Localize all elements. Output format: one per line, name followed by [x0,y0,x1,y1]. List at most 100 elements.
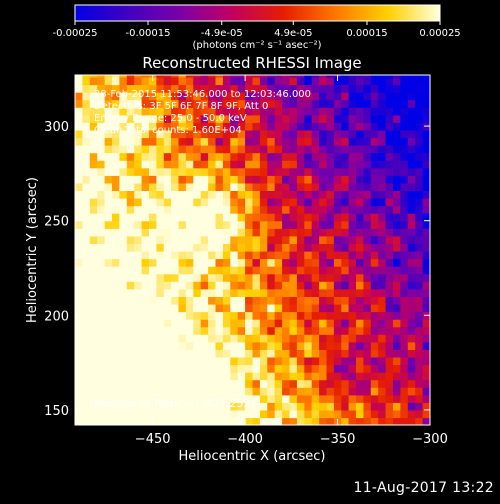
heatmap-cell [422,356,430,366]
heatmap-cell [185,364,194,373]
heatmap-cell [274,235,283,244]
heatmap-cell [348,266,357,275]
heatmap-cell [415,288,424,297]
heatmap-cell [252,220,261,229]
heatmap-cell [112,303,120,313]
heatmap-cell [348,205,357,214]
heatmap-cell [319,364,328,373]
heatmap-cell [259,258,268,267]
heatmap-cell [163,303,172,313]
heatmap-cell [126,137,135,146]
heatmap-cell [222,394,231,403]
heatmap-cell [82,409,91,419]
heatmap-cell [237,205,246,214]
heatmap-cell [89,152,98,161]
heatmap-cell [296,334,305,343]
heatmap-cell [178,296,187,305]
heatmap-cell [282,243,291,252]
heatmap-cell [126,303,135,313]
heatmap-cell [104,182,113,191]
heatmap-cell [149,175,157,184]
heatmap-cell [208,167,217,176]
heatmap-cell [237,167,246,176]
colorbar-tick-label: -0.00015 [126,28,171,39]
heatmap-cell [112,266,120,275]
heatmap-cell [193,387,202,396]
heatmap-cell [230,92,239,101]
heatmap-cell [163,402,172,411]
heatmap-cell [200,258,209,267]
heatmap-cell [333,235,342,244]
heatmap-cell [400,243,409,252]
heatmap-cell [304,273,313,282]
heatmap-cell [378,228,387,237]
heatmap-cell [230,319,239,328]
heatmap-cell [82,145,91,154]
heatmap-cell [341,99,350,108]
heatmap-cell [393,266,401,275]
heatmap-cell [415,107,424,116]
heatmap-cell [282,394,291,403]
heatmap-cell [141,213,150,222]
heatmap-cell [407,182,416,191]
y-tick-label: 150 [44,404,69,419]
heatmap-cell [141,129,150,139]
heatmap-cell [237,76,246,86]
heatmap-cell [89,190,98,199]
heatmap-cell [75,402,83,411]
heatmap-cell [126,250,135,260]
heatmap-cell [319,190,328,199]
heatmap-cell [385,235,394,244]
heatmap-cell [282,160,291,169]
heatmap-cell [422,243,430,252]
heatmap-cell [363,266,372,275]
heatmap-cell [245,250,254,260]
heatmap-cell [185,250,194,260]
heatmap-cell [208,349,217,358]
heatmap-cell [370,99,379,108]
heatmap-cell [185,213,194,222]
heatmap-cell [326,372,335,381]
heatmap-cell [267,175,276,184]
heatmap-cell [370,167,379,176]
heatmap-cell [363,84,372,93]
heatmap-cell [104,387,113,396]
heatmap-cell [193,379,202,388]
heatmap-cell [319,198,328,207]
heatmap-cell [149,334,157,343]
heatmap-cell [274,167,283,176]
heatmap-cell [333,394,342,403]
heatmap-cell [385,220,394,229]
heatmap-cell [119,258,128,267]
heatmap-cell [141,198,150,207]
heatmap-cell [185,319,194,328]
heatmap-cell [326,266,335,275]
heatmap-cell [119,356,128,366]
heatmap-cell [126,281,135,290]
heatmap-cell [378,288,387,297]
heatmap-cell [126,326,135,335]
heatmap-cell [319,137,328,146]
heatmap-cell [341,75,350,78]
heatmap-cell [156,99,165,108]
heatmap-cell [333,152,342,161]
heatmap-cell [126,273,135,282]
heatmap-cell [119,402,128,411]
heatmap-cell [326,326,335,335]
heatmap-cell [245,114,254,123]
heatmap-cell [82,319,91,328]
heatmap-cell [185,198,194,207]
heatmap-cell [222,341,231,350]
heatmap-cell [126,334,135,343]
heatmap-cell [156,243,165,252]
heatmap-cell [422,288,430,297]
heatmap-cell [200,394,209,403]
heatmap-cell [326,145,335,154]
heatmap-cell [245,137,254,146]
heatmap-cell [385,92,394,101]
heatmap-cell [252,334,261,343]
heatmap-cell [75,213,83,222]
heatmap-cell [422,213,430,222]
heatmap-cell [267,334,276,343]
heatmap-cell [356,349,364,358]
